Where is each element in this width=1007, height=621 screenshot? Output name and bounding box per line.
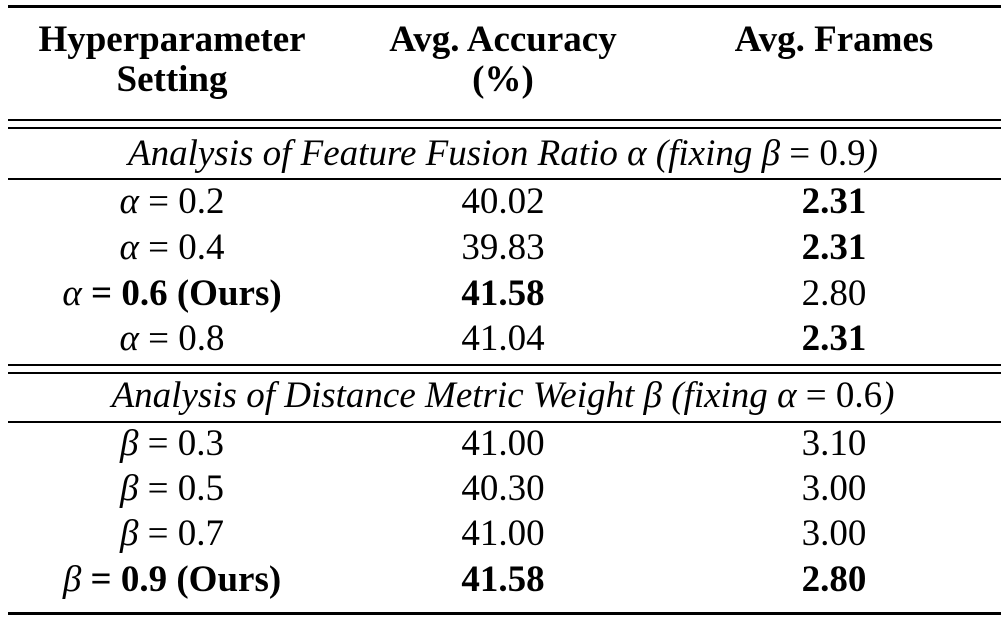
header-rule-1 — [8, 119, 1001, 121]
accuracy-cell: 39.83 — [461, 227, 545, 268]
accuracy-cell: 41.58 — [461, 559, 545, 600]
header-accuracy-line1: Avg. Accuracy — [389, 19, 617, 60]
header-setting-line2: Setting — [116, 59, 228, 100]
frames-cell: 2.31 — [801, 318, 867, 359]
section-title-distance-weight: Analysis of Distance Metric Weight β (fi… — [111, 375, 895, 416]
bottom-rule — [8, 612, 1001, 615]
frames-cell: 2.80 — [801, 273, 867, 314]
header-accuracy-line2: (%) — [472, 59, 534, 100]
section-2-rule — [8, 421, 1001, 423]
section-1-rule — [8, 178, 1001, 180]
setting-cell: α = 0.8 — [119, 318, 225, 359]
frames-cell: 2.80 — [801, 559, 867, 600]
section-title-fusion-ratio: Analysis of Feature Fusion Ratio α (fixi… — [127, 133, 879, 174]
header-rule-2 — [8, 127, 1001, 129]
frames-cell: 2.31 — [801, 227, 867, 268]
frames-cell: 3.10 — [801, 423, 867, 464]
accuracy-cell: 40.30 — [461, 468, 545, 509]
top-rule — [8, 5, 1001, 8]
header-setting: Hyperparameter Setting — [38, 20, 305, 100]
accuracy-cell: 41.00 — [461, 423, 545, 464]
setting-cell: β = 0.5 — [119, 468, 225, 509]
header-frames-line1: Avg. Frames — [734, 19, 934, 60]
setting-cell: β = 0.3 — [119, 423, 225, 464]
frames-cell: 2.31 — [801, 181, 867, 222]
header-accuracy: Avg. Accuracy (%) — [389, 20, 616, 100]
setting-cell: α = 0.4 — [119, 227, 225, 268]
setting-cell: β = 0.7 — [119, 513, 225, 554]
accuracy-cell: 41.00 — [461, 513, 545, 554]
accuracy-cell: 40.02 — [461, 181, 545, 222]
setting-cell: β = 0.9 (Ours) — [62, 559, 282, 600]
setting-cell: α = 0.6 (Ours) — [62, 273, 282, 314]
accuracy-cell: 41.58 — [461, 273, 545, 314]
frames-cell: 3.00 — [801, 513, 867, 554]
header-setting-line1: Hyperparameter — [38, 19, 306, 60]
frames-cell: 3.00 — [801, 468, 867, 509]
header-frames: Avg. Frames — [735, 20, 934, 60]
section-divider-2 — [8, 372, 1001, 374]
setting-cell: α = 0.2 — [119, 181, 225, 222]
section-divider-1 — [8, 364, 1001, 366]
accuracy-cell: 41.04 — [461, 318, 545, 359]
